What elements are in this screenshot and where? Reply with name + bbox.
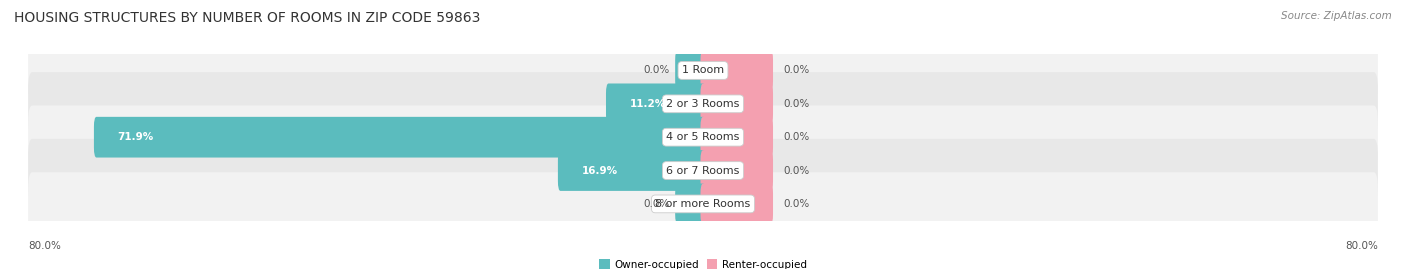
FancyBboxPatch shape bbox=[700, 83, 773, 124]
FancyBboxPatch shape bbox=[28, 139, 1378, 202]
Text: 71.9%: 71.9% bbox=[118, 132, 153, 142]
Text: 4 or 5 Rooms: 4 or 5 Rooms bbox=[666, 132, 740, 142]
Text: 0.0%: 0.0% bbox=[783, 199, 810, 209]
Text: 16.9%: 16.9% bbox=[582, 165, 617, 176]
FancyBboxPatch shape bbox=[700, 50, 773, 91]
Text: 0.0%: 0.0% bbox=[783, 65, 810, 76]
FancyBboxPatch shape bbox=[94, 117, 706, 158]
FancyBboxPatch shape bbox=[700, 183, 773, 224]
Text: 1 Room: 1 Room bbox=[682, 65, 724, 76]
Text: 11.2%: 11.2% bbox=[630, 99, 666, 109]
FancyBboxPatch shape bbox=[28, 105, 1378, 169]
Text: 80.0%: 80.0% bbox=[28, 240, 60, 251]
Text: 8 or more Rooms: 8 or more Rooms bbox=[655, 199, 751, 209]
FancyBboxPatch shape bbox=[700, 150, 773, 191]
FancyBboxPatch shape bbox=[675, 183, 706, 224]
Text: 0.0%: 0.0% bbox=[643, 199, 669, 209]
FancyBboxPatch shape bbox=[700, 117, 773, 158]
Text: 6 or 7 Rooms: 6 or 7 Rooms bbox=[666, 165, 740, 176]
Text: 2 or 3 Rooms: 2 or 3 Rooms bbox=[666, 99, 740, 109]
FancyBboxPatch shape bbox=[558, 150, 706, 191]
FancyBboxPatch shape bbox=[28, 39, 1378, 102]
Text: 0.0%: 0.0% bbox=[783, 132, 810, 142]
Text: 80.0%: 80.0% bbox=[1346, 240, 1378, 251]
Text: HOUSING STRUCTURES BY NUMBER OF ROOMS IN ZIP CODE 59863: HOUSING STRUCTURES BY NUMBER OF ROOMS IN… bbox=[14, 11, 481, 25]
FancyBboxPatch shape bbox=[606, 83, 706, 124]
Text: 0.0%: 0.0% bbox=[783, 99, 810, 109]
FancyBboxPatch shape bbox=[675, 50, 706, 91]
FancyBboxPatch shape bbox=[28, 172, 1378, 236]
Text: Source: ZipAtlas.com: Source: ZipAtlas.com bbox=[1281, 11, 1392, 21]
FancyBboxPatch shape bbox=[28, 72, 1378, 136]
Text: 0.0%: 0.0% bbox=[643, 65, 669, 76]
Text: 0.0%: 0.0% bbox=[783, 165, 810, 176]
Legend: Owner-occupied, Renter-occupied: Owner-occupied, Renter-occupied bbox=[595, 255, 811, 269]
